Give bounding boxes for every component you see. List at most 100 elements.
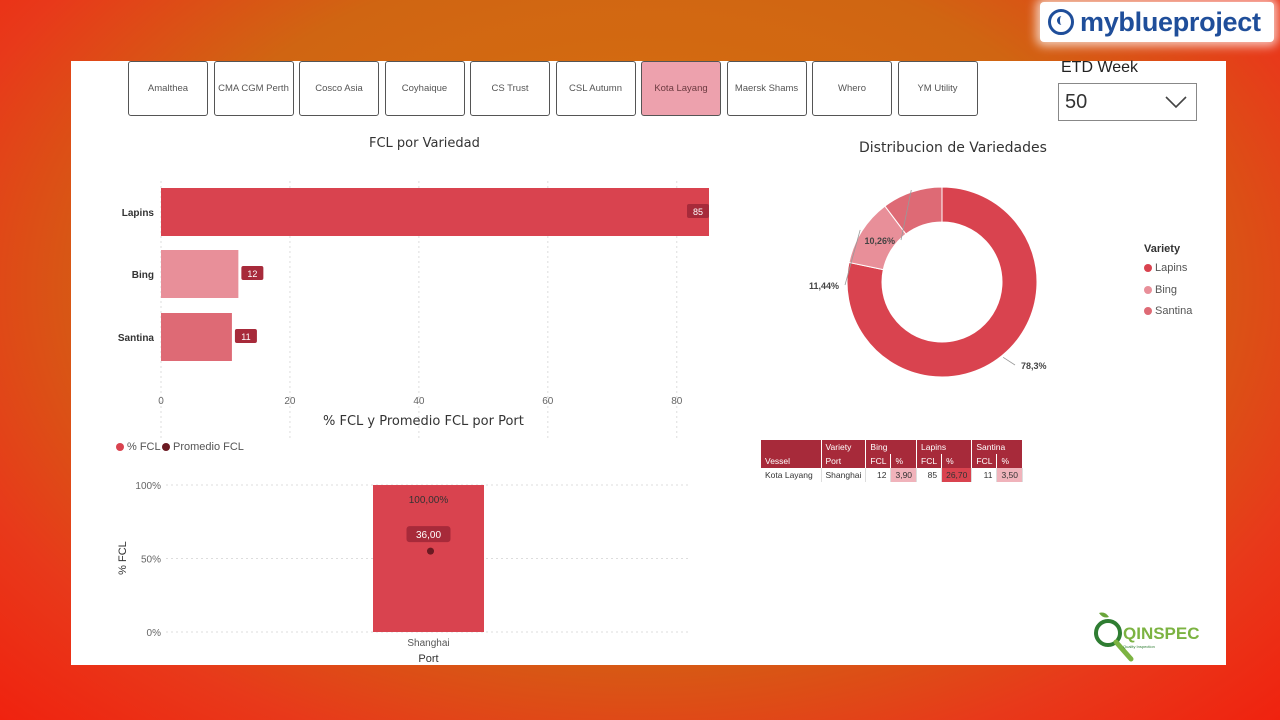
legend-dot-pct-fcl <box>116 443 124 451</box>
legend-item-bing: Bing <box>1144 284 1177 296</box>
matrix-h2-lapins-pct: % <box>941 454 973 468</box>
vessel-button-kota-layang[interactable]: Kota Layang <box>641 61 721 116</box>
matrix-h2-bing-pct: % <box>890 454 918 468</box>
vessel-button-cs-trust[interactable]: CS Trust <box>470 61 550 116</box>
fcl-variedad-title: FCL por Variedad <box>369 136 480 151</box>
myblueproject-banner: myblueproject <box>1040 2 1274 42</box>
matrix-h1-lapins: Lapins <box>916 440 973 454</box>
leader-line <box>1002 356 1016 366</box>
report-canvas: Amalthea CMA CGM Perth Cosco Asia Coyhaique… <box>71 59 1226 665</box>
matrix-header-row-2: Vessel Port FCL % FCL % FCL % <box>761 454 1023 468</box>
bar-lapins <box>161 188 709 236</box>
matrix-h2-santina-pct: % <box>996 454 1023 468</box>
matrix-cell-bing-pct: 3,90 <box>890 468 918 482</box>
variety-matrix-table: Variety Bing Lapins Santina Vessel Port … <box>761 440 1023 482</box>
qinspec-tagline: Quality Inspection <box>1123 644 1155 649</box>
vessel-button-cosco-asia[interactable]: Cosco Asia <box>299 61 379 116</box>
donut-data-label: 78,3% <box>1021 361 1047 371</box>
data-label: 85 <box>693 207 703 217</box>
matrix-h1-santina: Santina <box>971 440 1023 454</box>
matrix-h2-port: Port <box>821 454 867 468</box>
vessel-button-maersk-shams[interactable]: Maersk Shams <box>726 61 807 116</box>
matrix-h1-bing: Bing <box>865 440 918 454</box>
legend-label: Santina <box>1155 305 1193 317</box>
bar-santina <box>161 313 232 361</box>
legend-label-promedio-fcl: Promedio FCL <box>173 441 244 453</box>
vessel-button-cma-cgm-perth[interactable]: CMA CGM Perth <box>213 61 294 116</box>
legend-label: Bing <box>1155 283 1178 296</box>
leader-line <box>844 229 861 286</box>
matrix-h2-santina-fcl: FCL <box>971 454 998 468</box>
data-label-bg <box>234 329 257 343</box>
point-data-label: 36,00 <box>416 530 441 541</box>
matrix-h1-variety: Variety <box>821 440 867 454</box>
legend-dot <box>1144 264 1152 272</box>
donut-data-label: 10,26% <box>864 236 895 246</box>
etd-week-label: ETD Week <box>1061 59 1139 76</box>
leader-line <box>900 189 912 241</box>
etd-week-value: 50 <box>1065 90 1088 113</box>
legend-label: Lapins <box>1155 262 1188 274</box>
legend-promedio-fcl: Promedio FCL <box>162 441 244 453</box>
x-tick-label: 20 <box>284 396 296 407</box>
data-label-bg <box>241 266 264 280</box>
legend-dot <box>1144 285 1152 294</box>
x-axis-title: Port <box>418 653 438 665</box>
vessel-button-csl-autumn[interactable]: CSL Autumn <box>555 61 636 116</box>
distribucion-donut-chart: 78,3% 11,44% 10,26% <box>809 186 1047 378</box>
x-tick-label: 60 <box>542 396 554 407</box>
legend-label-pct-fcl: % FCL <box>127 441 161 453</box>
x-tick-label: 80 <box>671 396 683 407</box>
matrix-h2-vessel: Vessel <box>761 454 822 468</box>
category-label: Bing <box>132 270 154 281</box>
variety-legend-title: Variety <box>1144 243 1181 255</box>
y-axis-title: % FCL <box>117 541 129 575</box>
point-label-bg <box>406 526 451 543</box>
vessel-button-ym-utility[interactable]: YM Utility <box>897 61 978 116</box>
donut-slice-santina <box>884 186 943 235</box>
bar-data-label: 100,00% <box>409 495 449 506</box>
data-label: 12 <box>247 269 257 279</box>
category-label: Lapins <box>122 208 155 219</box>
qinspec-logo: QINSPEC Quality Inspection <box>1091 611 1201 665</box>
y-tick-label: 100% <box>135 481 161 492</box>
bar-bing <box>161 250 239 298</box>
x-tick-label: 40 <box>413 396 425 407</box>
data-label: 11 <box>241 332 250 342</box>
vessel-button-amalthea[interactable]: Amalthea <box>128 61 208 116</box>
promedio-fcl-point <box>427 547 434 555</box>
vessel-button-whero[interactable]: Whero <box>812 61 892 116</box>
bar-pct-fcl-shanghai <box>373 485 484 632</box>
legend-dot <box>1144 307 1152 315</box>
legend-dot-promedio-fcl <box>162 443 170 451</box>
banner-text: myblueproject <box>1080 6 1261 37</box>
matrix-cell-lapins-fcl: 85 <box>916 468 943 482</box>
y-tick-label: 50% <box>141 555 161 566</box>
legend-pct-fcl: % FCL <box>116 441 161 453</box>
donut-data-label: 11,44% <box>809 281 839 291</box>
legend-item-lapins: Lapins <box>1144 262 1187 274</box>
matrix-h2-lapins-fcl: FCL <box>916 454 943 468</box>
qinspec-magnifier-icon: QINSPEC Quality Inspection <box>1094 612 1200 662</box>
matrix-cell-port: Shanghai <box>821 468 867 482</box>
x-tick-label: Shanghai <box>407 638 449 649</box>
x-tick-label: 0 <box>158 396 164 407</box>
matrix-cell-bing-fcl: 12 <box>865 468 892 482</box>
chevron-down-icon <box>1165 96 1187 109</box>
qinspec-wordmark: QINSPEC <box>1123 624 1200 643</box>
myblueproject-logo-icon <box>1048 9 1074 35</box>
donut-slice-lapins <box>846 186 1038 378</box>
etd-week-dropdown[interactable]: 50 <box>1058 83 1197 121</box>
y-tick-label: 0% <box>147 628 162 639</box>
fcl-variedad-chart: 0 20 40 60 80 Lapins 85 Bing 12 Santina 11 <box>118 181 709 441</box>
matrix-cell-santina-pct: 3,50 <box>996 468 1023 482</box>
matrix-header-row-1: Variety Bing Lapins Santina <box>761 440 1023 454</box>
matrix-cell-santina-fcl: 11 <box>971 468 998 482</box>
matrix-h1-blank <box>761 440 822 454</box>
distribucion-title: Distribucion de Variedades <box>859 140 1047 156</box>
legend-item-santina: Santina <box>1144 305 1192 317</box>
vessel-button-coyhaique[interactable]: Coyhaique <box>384 61 465 116</box>
port-chart-title: % FCL y Promedio FCL por Port <box>323 414 524 429</box>
category-label: Santina <box>118 333 155 344</box>
